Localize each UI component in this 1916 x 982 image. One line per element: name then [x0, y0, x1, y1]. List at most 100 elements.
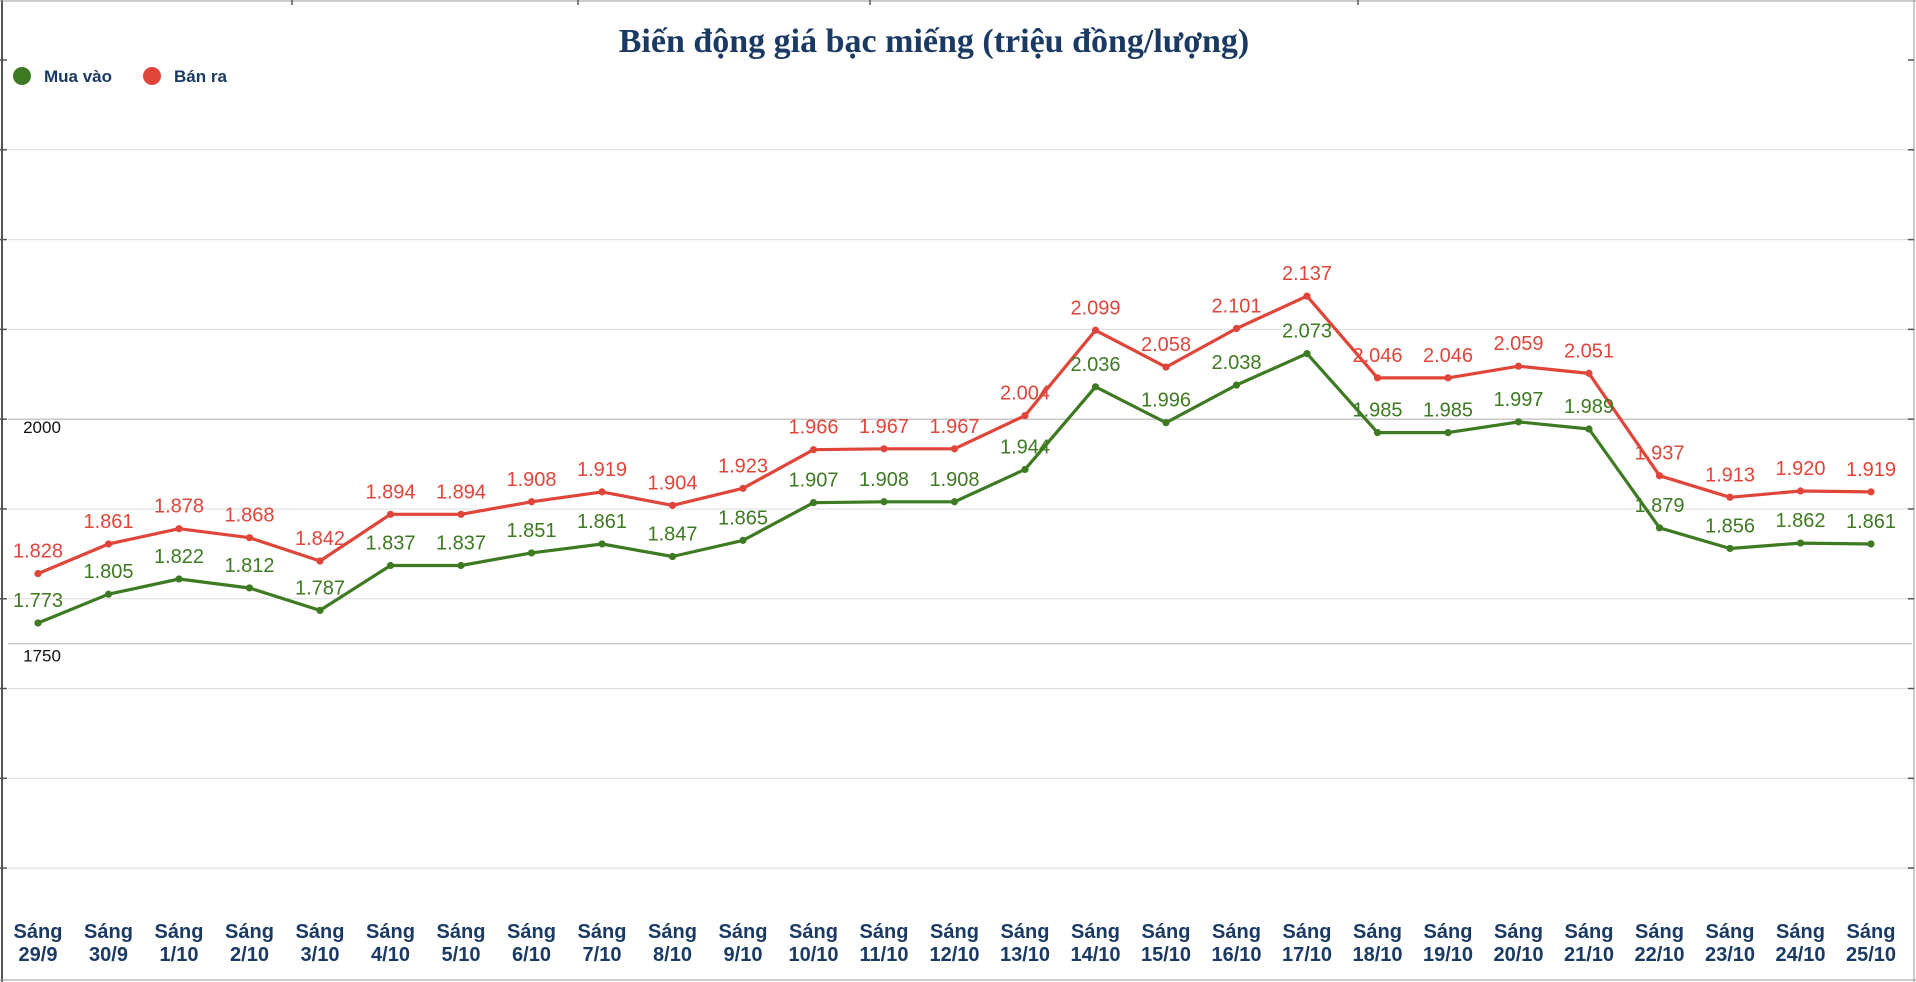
data-point: [880, 445, 888, 453]
data-point: [34, 569, 42, 578]
data-label: 2.051: [1564, 340, 1614, 362]
data-point: [34, 619, 42, 627]
x-tick-label: Sáng 19/10: [1423, 921, 1473, 966]
legend-marker: [13, 67, 31, 85]
data-label: 1.920: [1775, 458, 1825, 480]
data-label: 1.865: [718, 507, 768, 529]
data-label: 1.828: [13, 541, 63, 563]
data-point: [950, 498, 959, 506]
data-label: 2.036: [1070, 354, 1120, 376]
legend-label: Mua vào: [44, 67, 112, 86]
data-label: 1.851: [506, 520, 556, 542]
x-tick-label: Sáng 24/10: [1775, 921, 1825, 966]
data-point: [1796, 487, 1805, 495]
gridlines: [8, 149, 1912, 869]
x-tick-label: Sáng 11/10: [860, 921, 909, 966]
data-point: [1655, 472, 1664, 480]
x-tick-label: Sáng 25/10: [1846, 921, 1896, 966]
data-point: [104, 590, 113, 598]
data-point: [245, 534, 254, 542]
data-label: 1.805: [83, 561, 133, 583]
data-label: 1.907: [788, 470, 838, 492]
data-label: 1.847: [647, 524, 697, 546]
chart-title: Biến động giá bạc miếng (triệu đồng/lượn…: [619, 23, 1250, 60]
data-label: 1.919: [577, 459, 627, 481]
x-tick-label: Sáng 7/10: [578, 921, 627, 966]
x-tick-label: Sáng 16/10: [1211, 921, 1261, 966]
data-point: [1585, 425, 1593, 433]
data-point: [104, 540, 113, 548]
data-label: 2.059: [1493, 333, 1543, 355]
data-label: 1.856: [1705, 515, 1755, 537]
data-point: [809, 499, 818, 507]
data-label: 2.073: [1282, 321, 1332, 343]
data-label: 1.997: [1493, 389, 1543, 411]
data-label: 1.937: [1634, 443, 1684, 465]
data-label: 1.842: [295, 528, 345, 550]
data-label: 1.985: [1423, 400, 1473, 422]
x-tick-label: Sáng 6/10: [507, 921, 556, 966]
data-point: [1091, 326, 1100, 334]
data-label: 1.966: [788, 417, 838, 439]
data-label: 2.046: [1352, 345, 1402, 367]
data-point: [668, 552, 677, 561]
data-point: [457, 561, 465, 570]
data-point: [1021, 465, 1029, 474]
data-point: [1585, 369, 1593, 377]
x-tick-label: Sáng 5/10: [437, 921, 486, 966]
data-label: 1.812: [224, 555, 274, 577]
data-labels: 1.773 1.805 1.822 1.812 1.787 1.837 1.837 1.851…: [13, 263, 1896, 612]
data-label: 1.908: [506, 469, 556, 491]
data-label: 1.894: [365, 481, 415, 503]
data-label: 2.038: [1211, 352, 1261, 374]
x-tick-label: Sáng 4/10: [366, 921, 415, 966]
data-point: [1514, 418, 1523, 426]
data-point: [457, 510, 465, 518]
data-point: [1514, 362, 1523, 370]
x-tick-label: Sáng 18/10: [1352, 921, 1402, 966]
x-tick-label: Sáng 21/10: [1564, 921, 1614, 966]
data-label: 1.894: [436, 481, 486, 503]
x-axis-ticks: Sáng 29/9 Sáng 30/9 Sáng 1/10 Sáng 2/10 Sáng 3/10…: [14, 921, 1896, 966]
x-tick-label: Sáng 12/10: [929, 921, 979, 966]
y-axis-ticks: 2000 1750: [23, 418, 61, 665]
data-label: 1.919: [1846, 459, 1896, 481]
data-point: [598, 488, 606, 496]
data-label: 2.101: [1211, 295, 1261, 317]
data-point: [316, 606, 324, 615]
x-tick-label: Sáng 8/10: [648, 921, 697, 966]
data-point: [739, 484, 747, 492]
x-tick-label: Sáng 30/9: [84, 921, 133, 966]
data-label: 1.862: [1775, 510, 1825, 532]
x-tick-label: Sáng 17/10: [1282, 921, 1332, 966]
y-tick-label: 1750: [23, 647, 61, 666]
data-point: [386, 510, 395, 518]
data-point: [1373, 374, 1382, 382]
data-label: 2.058: [1141, 334, 1191, 356]
data-point: [1726, 544, 1734, 553]
data-point: [245, 584, 254, 592]
data-label: 1.996: [1141, 390, 1191, 412]
data-label: 1.837: [365, 533, 415, 555]
x-tick-label: Sáng 22/10: [1634, 921, 1684, 966]
data-point: [1867, 488, 1875, 496]
data-point: [1655, 524, 1664, 532]
data-label: 1.923: [718, 455, 768, 477]
data-label: 1.944: [1000, 436, 1050, 458]
x-tick-label: Sáng 15/10: [1141, 921, 1191, 966]
data-point: [950, 445, 959, 453]
data-label: 1.913: [1705, 464, 1755, 486]
data-label: 1.773: [13, 590, 63, 612]
data-point: [1232, 381, 1241, 389]
data-point: [880, 498, 888, 506]
legend-label: Bán ra: [174, 67, 227, 86]
data-point: [1232, 324, 1241, 333]
legend-marker: [143, 67, 161, 85]
data-point: [175, 575, 183, 583]
series: [34, 292, 1875, 627]
data-point: [527, 549, 536, 557]
data-label: 1.861: [577, 511, 627, 533]
